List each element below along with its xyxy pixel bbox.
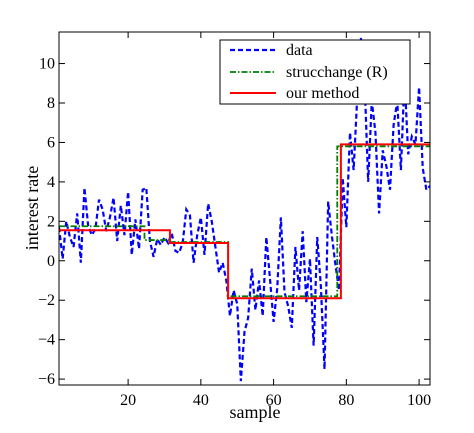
y-tick-label: 6: [47, 134, 55, 151]
y-tick-label: 0: [47, 253, 55, 270]
x-tick-label: 20: [120, 392, 136, 409]
series-line-strucchange-r: [59, 145, 430, 298]
y-axis-label: interest rate: [22, 166, 42, 250]
series-layer: [59, 37, 430, 382]
legend-label-data: data: [286, 42, 313, 59]
x-tick-label: 100: [407, 392, 431, 409]
y-tick-label: −2: [38, 292, 55, 309]
y-tick-label: 2: [47, 213, 55, 230]
y-tick-label: 10: [39, 56, 55, 73]
y-tick-label: −6: [38, 371, 55, 388]
x-axis-label: sample: [230, 402, 281, 422]
y-tick-label: 8: [47, 95, 55, 112]
y-tick-label: 4: [47, 174, 55, 191]
x-tick-label: 40: [193, 392, 209, 409]
series-line-data: [59, 37, 430, 382]
y-tick-label: −4: [38, 332, 55, 349]
legend-label-our-method: our method: [286, 85, 359, 102]
tick-layer: 20 40 60 80 100 −6 −4 −2 0 2 4 6 8 10: [38, 32, 431, 409]
plot-frame: [58, 31, 431, 386]
x-tick-label: 60: [266, 392, 282, 409]
legend-label-strucchange: strucchange (R): [286, 64, 388, 81]
legend: data strucchange (R) our method: [219, 39, 411, 105]
series-line-our-method: [59, 143, 430, 300]
x-tick-label: 80: [338, 392, 354, 409]
